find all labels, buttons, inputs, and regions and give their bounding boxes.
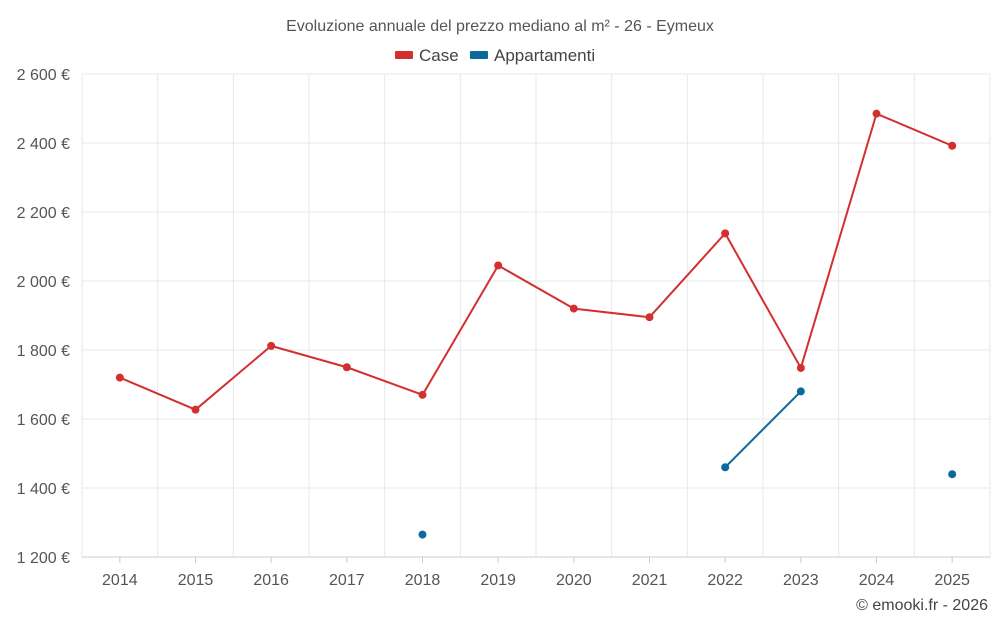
y-tick-label: 2 000 €: [17, 274, 70, 291]
legend-label-case: Case: [419, 46, 459, 65]
axes: 1 200 € 1 400 € 1 600 € 1 800 € 2 000 € 2 200…: [17, 67, 990, 589]
x-tick-label: 2015: [178, 572, 214, 589]
data-point-case-2015[interactable]: [191, 405, 200, 414]
data-point-appartamenti-2022[interactable]: [721, 463, 730, 472]
x-tick-label: 2019: [480, 572, 516, 589]
data-point-case-2014[interactable]: [115, 373, 124, 382]
x-tick-label: 2017: [329, 572, 365, 589]
series: [115, 109, 957, 539]
series-line-appartamenti: [724, 390, 802, 469]
data-point-appartamenti-2023[interactable]: [796, 387, 805, 396]
x-tick-label: 2025: [934, 572, 970, 589]
y-tick-label: 1 600 €: [17, 412, 70, 429]
data-point-case-2024[interactable]: [872, 109, 881, 118]
x-tick-label: 2016: [253, 572, 289, 589]
x-tick-label: 2023: [783, 572, 819, 589]
data-point-case-2016[interactable]: [267, 341, 276, 350]
x-tick-label: 2022: [707, 572, 743, 589]
legend-item-case[interactable]: Case: [395, 46, 459, 65]
data-point-case-2018[interactable]: [418, 390, 427, 399]
y-tick-label: 1 800 €: [17, 343, 70, 360]
y-tick-label: 1 400 €: [17, 481, 70, 498]
x-tick-label: 2018: [405, 572, 441, 589]
legend-swatch-appartamenti: [470, 51, 488, 59]
y-tick-label: 1 200 €: [17, 550, 70, 567]
x-tick-label: 2014: [102, 572, 138, 589]
series-case: [115, 109, 957, 414]
legend-label-appartamenti: Appartamenti: [494, 46, 595, 65]
data-point-case-2017[interactable]: [342, 363, 351, 372]
data-point-case-2023[interactable]: [796, 363, 805, 372]
x-tick-label: 2020: [556, 572, 592, 589]
data-point-case-2020[interactable]: [569, 304, 578, 313]
data-point-case-2019[interactable]: [494, 261, 503, 270]
data-point-appartamenti-2025[interactable]: [948, 470, 957, 479]
credit-text: © emooki.fr - 2026: [856, 597, 988, 614]
series-line-case: [119, 112, 953, 411]
y-tick-label: 2 600 €: [17, 67, 70, 84]
legend-item-appartamenti[interactable]: Appartamenti: [470, 46, 595, 65]
data-point-case-2021[interactable]: [645, 313, 654, 322]
chart-title: Evoluzione annuale del prezzo mediano al…: [286, 18, 714, 35]
legend[interactable]: Case Appartamenti: [395, 46, 595, 65]
x-tick-label: 2021: [632, 572, 668, 589]
data-point-case-2025[interactable]: [948, 141, 957, 150]
y-tick-label: 2 400 €: [17, 136, 70, 153]
y-tick-label: 2 200 €: [17, 205, 70, 222]
gridlines: [81, 73, 991, 557]
data-point-appartamenti-2018[interactable]: [418, 530, 427, 539]
series-appartamenti: [418, 387, 957, 539]
x-tick-label: 2024: [859, 572, 895, 589]
legend-swatch-case: [395, 51, 413, 59]
data-point-case-2022[interactable]: [721, 229, 730, 238]
